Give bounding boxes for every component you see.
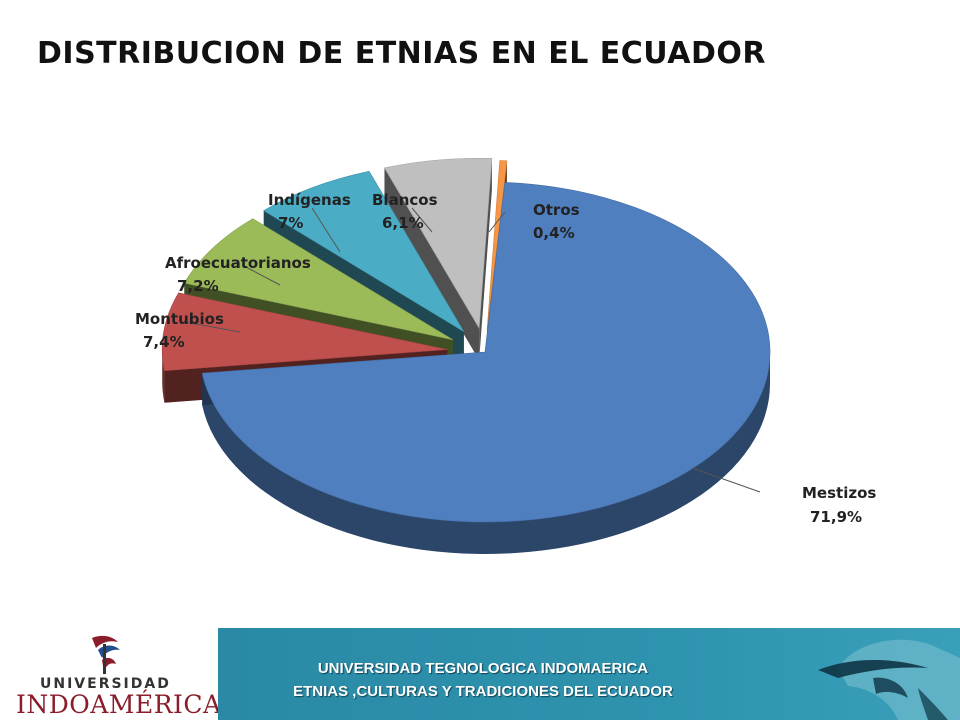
slice-label-value: 6,1% bbox=[382, 214, 424, 232]
pie-slice-blancos bbox=[384, 157, 493, 330]
slice-label-value: 7% bbox=[278, 214, 303, 232]
logo-emblem-icon bbox=[92, 635, 120, 674]
leader-line bbox=[184, 321, 241, 333]
slice-label-value: 7,4% bbox=[143, 333, 185, 351]
leader-line bbox=[311, 207, 341, 253]
slide-title: DISTRIBUCION DE ETNIAS EN EL ECUADOR bbox=[37, 36, 766, 71]
pie-slice-mestizos bbox=[201, 182, 771, 523]
footer: UNIVERSIDAD INDOAMÉRICA UNIVERSIDAD TEGN… bbox=[0, 628, 960, 720]
footer-course-title: ETNIAS ,CULTURAS Y TRADICIONES DEL ECUAD… bbox=[293, 683, 673, 700]
logo-text-top: UNIVERSIDAD bbox=[40, 676, 171, 692]
slice-label-value: 7,2% bbox=[177, 277, 219, 295]
footer-banner: UNIVERSIDAD TEGNOLOGICA INDOMAERICA ETNI… bbox=[218, 628, 960, 720]
slice-label-name: Montubios bbox=[135, 310, 224, 328]
pie-slice-afroecuatorianos bbox=[183, 218, 454, 341]
leader-line bbox=[488, 211, 506, 233]
slice-label-name: Otros bbox=[533, 201, 580, 219]
footer-university-name: UNIVERSIDAD TEGNOLOGICA INDOMAERICA bbox=[317, 660, 649, 677]
pie-slice-montubios bbox=[161, 292, 448, 372]
logo-text-bottom: INDOAMÉRICA bbox=[16, 690, 222, 719]
pie-labels: Mestizos 71,9% Montubios 7,4% Afroecuatorian… bbox=[135, 191, 876, 526]
slice-label-name: Mestizos bbox=[802, 484, 876, 502]
pie-side-wall bbox=[202, 352, 771, 554]
pie-leaders bbox=[184, 207, 761, 493]
pie-cut-face bbox=[479, 158, 492, 361]
pie-cut-face bbox=[384, 167, 480, 361]
leader-line bbox=[241, 264, 281, 286]
slice-label-name: Blancos bbox=[372, 191, 438, 209]
slice-label-name: Afroecuatorianos bbox=[165, 254, 311, 272]
university-logo: UNIVERSIDAD INDOAMÉRICA bbox=[0, 628, 221, 720]
pie-chart: Mestizos 71,9% Montubios 7,4% Afroecuatorian… bbox=[135, 157, 876, 554]
slice-label-value: 71,9% bbox=[810, 508, 862, 526]
pie-side-wall bbox=[162, 349, 165, 403]
slice-label-value: 0,4% bbox=[533, 224, 575, 242]
pie-slice-otros bbox=[486, 160, 508, 331]
leader-line bbox=[691, 467, 761, 493]
decorative-figure-icon bbox=[818, 639, 960, 720]
slice-label-name: Indígenas bbox=[268, 191, 351, 209]
leader-line bbox=[411, 207, 433, 233]
